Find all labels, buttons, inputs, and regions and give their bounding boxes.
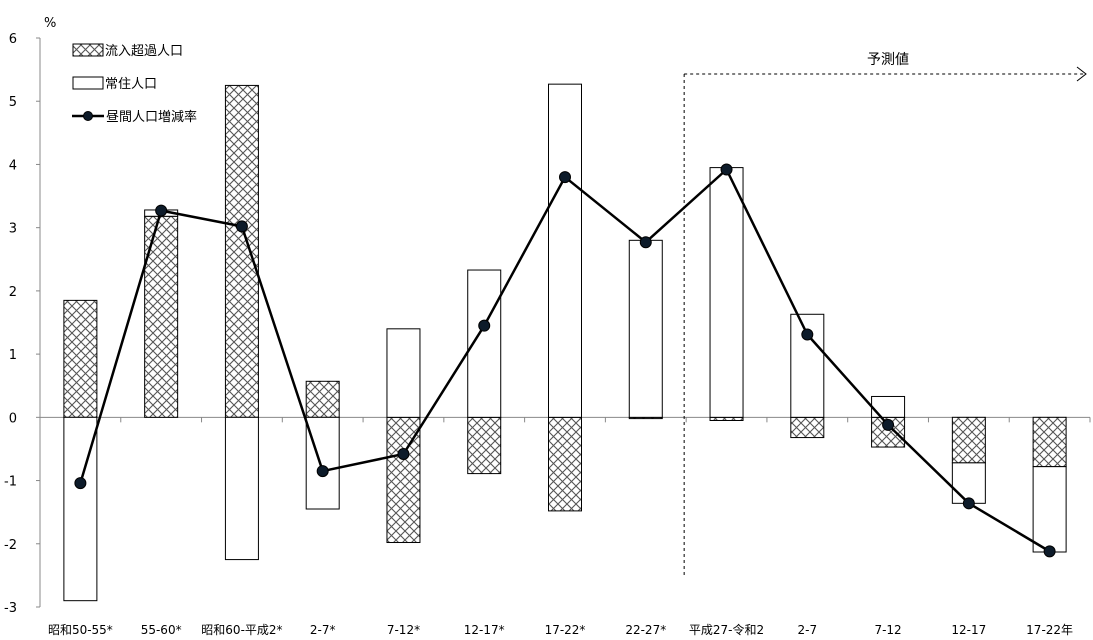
daytime-point (1043, 545, 1056, 558)
x-tick-label: 55-60* (141, 623, 182, 637)
bar-resident (709, 167, 744, 418)
bars (63, 83, 1067, 602)
daytime-point (235, 220, 248, 233)
legend-item-daytime: 昼間人口増減率 (72, 109, 197, 125)
x-tick-label: 2-7* (310, 623, 336, 637)
forecast-label: 予測値 (867, 52, 909, 68)
x-tick-label: 平成27-令和2 (689, 622, 764, 637)
legend-item-resident: 常住人口 (72, 76, 157, 92)
x-tick-label: 昭和60-平成2* (201, 623, 282, 637)
daytime-point (559, 171, 571, 184)
legend-label-daytime: 昼間人口増減率 (106, 109, 197, 125)
line-series (74, 163, 1056, 558)
bar-inflow (548, 416, 582, 512)
x-axis: 昭和50-55* 55-60* 昭和60-平成2* 2-7* 7-12* 12-17* 17… (39, 416, 1091, 637)
daytime-point (801, 328, 814, 341)
daytime-point (478, 319, 491, 332)
y-tick-label: 3 (9, 222, 17, 237)
forecast-annotation: 予測値 (683, 52, 1087, 578)
bar-inflow (951, 416, 986, 464)
bar-resident (871, 395, 906, 418)
y-tick-label: 4 (9, 158, 17, 173)
legend-label-resident: 常住人口 (105, 77, 157, 92)
bar-resident (548, 83, 582, 418)
bar-inflow (790, 416, 825, 439)
bar-resident (628, 239, 663, 418)
y-tick-label: 5 (9, 95, 17, 110)
x-tick-label: 昭和50-55* (48, 623, 113, 637)
daytime-point (316, 465, 329, 478)
bar-inflow (467, 416, 502, 475)
legend-swatch-inflow (72, 43, 104, 57)
bar-inflow (63, 299, 98, 418)
y-tick-label: 6 (9, 32, 17, 47)
daytime-point (397, 448, 410, 461)
bar-inflow (224, 84, 259, 418)
daytime-point (882, 418, 895, 431)
y-tick-label: -1 (4, 475, 17, 490)
x-tick-label: 17-22* (545, 623, 586, 637)
legend-item-inflow: 流入超過人口 (72, 43, 183, 59)
y-tick-label: -2 (4, 538, 17, 553)
y-tick-label: 2 (9, 285, 17, 300)
y-tick-label: 1 (9, 348, 17, 363)
bar-resident (1032, 466, 1067, 553)
legend-marker-daytime (83, 111, 93, 121)
y-unit-label: % (44, 16, 56, 31)
x-tick-label: 12-17 (951, 623, 986, 637)
daytime-point (74, 477, 87, 490)
bar-resident (305, 416, 340, 510)
bar-resident (386, 328, 421, 418)
legend-label-inflow: 流入超過人口 (105, 44, 183, 59)
y-axis: -3 -2 -1 0 1 2 3 4 5 6 (4, 32, 41, 616)
legend-swatch-resident (72, 76, 104, 90)
daytime-point (962, 497, 975, 510)
daytime-point (155, 204, 168, 217)
x-tick-label: 22-27* (625, 623, 666, 637)
y-tick-label: 0 (9, 411, 17, 426)
daytime-point (639, 236, 652, 249)
x-tick-label: 7-12 (874, 623, 901, 637)
bar-resident (951, 462, 986, 504)
forecast-arrow-head (1076, 66, 1087, 82)
bar-resident (224, 416, 259, 561)
bar-inflow (305, 380, 340, 418)
x-tick-label: 7-12* (387, 623, 420, 637)
y-tick-label: -3 (4, 601, 17, 616)
legend: 流入超過人口 常住人口 昼間人口増減率 (72, 43, 197, 125)
bar-inflow (1032, 416, 1067, 468)
daytime-point (720, 163, 733, 176)
x-tick-label: 17-22年 (1026, 623, 1073, 637)
x-tick-label: 2-7 (798, 623, 818, 637)
x-tick-label: 12-17* (464, 623, 505, 637)
